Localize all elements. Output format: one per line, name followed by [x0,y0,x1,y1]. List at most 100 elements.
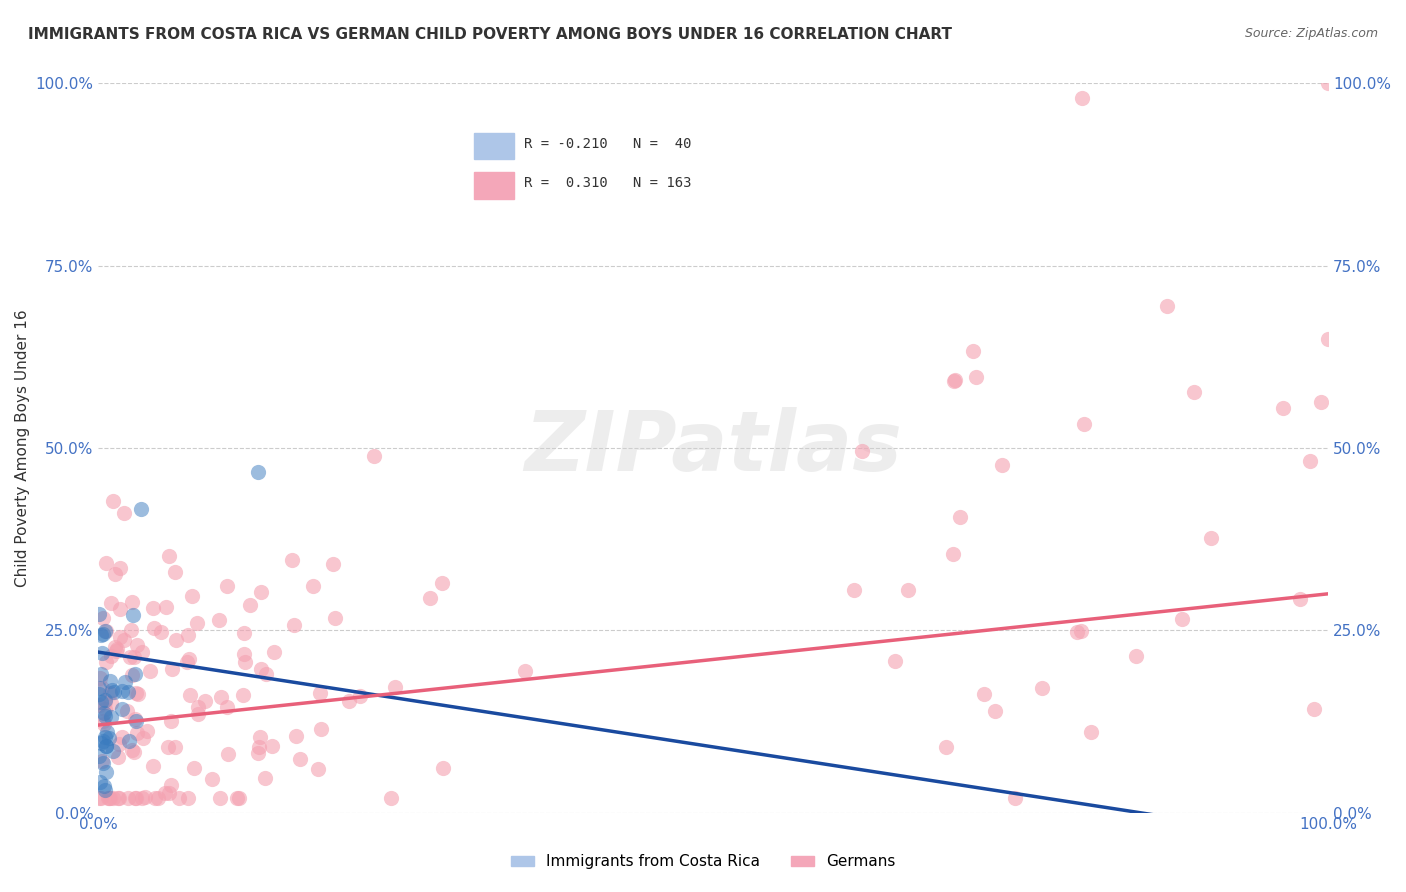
Germans [103,791,125,805]
Germans [131,645,153,659]
Germans [124,712,146,726]
Germans [363,450,385,464]
Germans [91,714,114,728]
Germans [1317,332,1340,346]
Germans [260,739,283,753]
Immigrants from Costa Rica [94,624,117,638]
Germans [90,791,112,805]
Germans [131,791,153,805]
Immigrants from Costa Rica [114,675,136,690]
Germans [984,704,1007,718]
Immigrants from Costa Rica [93,709,115,723]
Germans [1004,791,1026,805]
Germans [253,771,276,785]
Germans [232,626,254,640]
Germans [104,643,127,657]
Germans [186,615,208,630]
Germans [180,589,202,603]
Immigrants from Costa Rica [90,736,112,750]
Germans [159,786,181,800]
Immigrants from Costa Rica [100,710,122,724]
Immigrants from Costa Rica [94,783,117,797]
Germans [250,662,273,676]
Germans [1080,725,1102,739]
Germans [93,716,115,731]
Germans [142,601,165,615]
Germans [973,687,995,701]
Germans [285,729,308,743]
Germans [127,638,149,652]
Germans [96,556,118,570]
Germans [124,791,146,805]
Germans [169,791,191,805]
Germans [124,791,146,805]
Germans [87,698,110,712]
Immigrants from Costa Rica [91,733,114,747]
Immigrants from Costa Rica [89,681,111,695]
Germans [120,623,142,637]
Germans [121,668,143,682]
Germans [135,723,157,738]
Germans [250,584,273,599]
Germans [132,731,155,746]
Germans [111,730,134,744]
Germans [145,791,167,805]
Germans [309,686,332,700]
Germans [107,737,129,751]
Immigrants from Costa Rica [94,730,117,744]
Germans [142,759,165,773]
Germans [94,695,117,709]
Germans [183,761,205,775]
Text: IMMIGRANTS FROM COSTA RICA VS GERMAN CHILD POVERTY AMONG BOYS UNDER 16 CORRELATI: IMMIGRANTS FROM COSTA RICA VS GERMAN CHI… [28,27,952,42]
Germans [307,762,329,776]
Germans [1184,384,1206,399]
Immigrants from Costa Rica [90,695,112,709]
Immigrants from Costa Rica [91,756,114,770]
Germans [194,694,217,708]
Germans [217,578,239,592]
Germans [349,689,371,703]
Immigrants from Costa Rica [124,666,146,681]
Germans [107,791,129,805]
Immigrants from Costa Rica [93,779,115,793]
Germans [934,739,956,754]
Germans [139,665,162,679]
Germans [98,791,121,805]
Immigrants from Costa Rica [98,673,121,688]
Germans [233,648,256,662]
Germans [1125,648,1147,663]
Germans [1289,591,1312,606]
Germans [143,621,166,635]
Germans [254,667,277,681]
Germans [100,649,122,664]
Germans [163,565,186,579]
Germans [98,685,121,699]
Germans [159,778,181,792]
Germans [991,458,1014,472]
Germans [1070,624,1092,639]
Germans [179,689,201,703]
Germans [1317,77,1340,91]
Germans [115,704,138,718]
Germans [1303,702,1326,716]
Germans [844,583,866,598]
Germans [283,618,305,632]
Immigrants from Costa Rica [93,706,115,721]
Germans [1310,395,1333,409]
Germans [104,566,127,581]
Germans [1066,625,1088,640]
Germans [232,688,254,702]
Germans [176,655,198,669]
Germans [90,681,112,695]
Legend: Immigrants from Costa Rica, Germans: Immigrants from Costa Rica, Germans [505,848,901,875]
Germans [419,591,441,605]
Immigrants from Costa Rica [90,667,112,681]
Germans [121,743,143,757]
Immigrants from Costa Rica [103,685,125,699]
Germans [160,662,183,676]
Germans [165,632,187,647]
Immigrants from Costa Rica [94,739,117,754]
Germans [89,671,111,685]
Immigrants from Costa Rica [101,682,124,697]
Immigrants from Costa Rica [89,775,111,789]
